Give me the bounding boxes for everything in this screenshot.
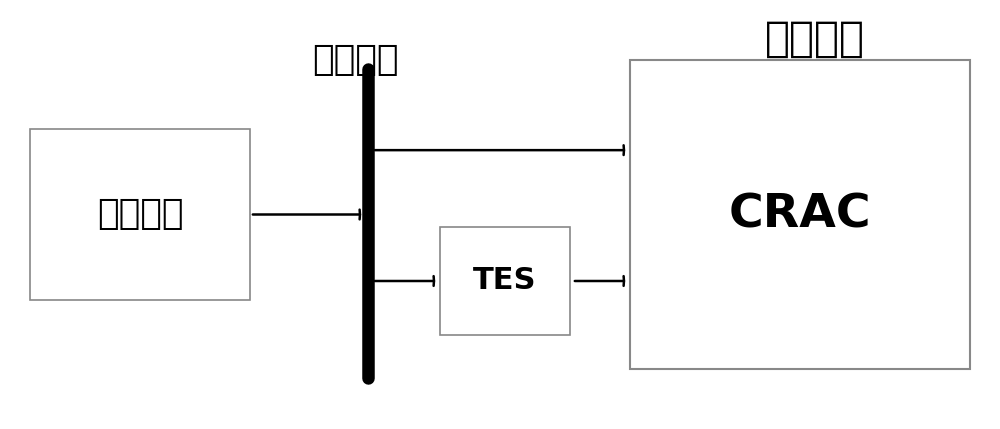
Text: 智能电网: 智能电网 [97, 197, 183, 232]
Text: CRAC: CRAC [729, 192, 871, 237]
Text: 能量管理: 能量管理 [312, 43, 398, 77]
Text: 数据中心: 数据中心 [765, 18, 865, 60]
Text: TES: TES [473, 266, 537, 296]
Bar [440, 227, 570, 335]
Bar [630, 60, 970, 369]
Bar [30, 129, 250, 300]
